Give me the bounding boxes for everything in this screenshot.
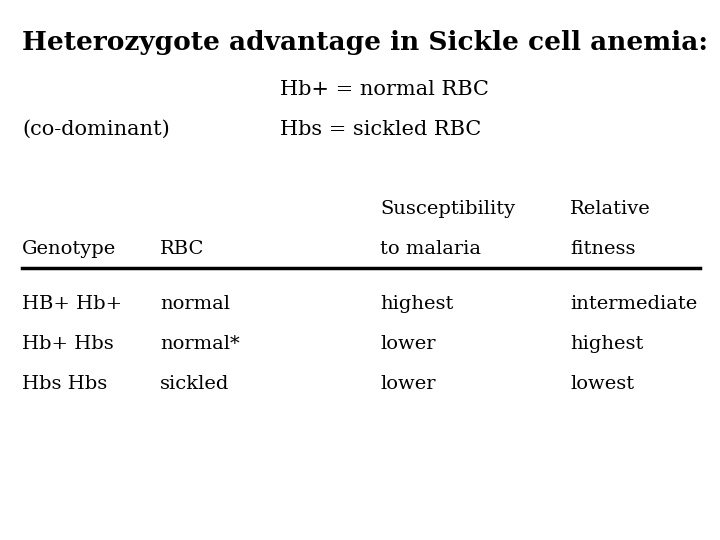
- Text: Hb+ Hbs: Hb+ Hbs: [22, 335, 114, 353]
- Text: Genotype: Genotype: [22, 240, 116, 258]
- Text: Relative: Relative: [570, 200, 651, 218]
- Text: Heterozygote advantage in Sickle cell anemia:: Heterozygote advantage in Sickle cell an…: [22, 30, 708, 55]
- Text: highest: highest: [570, 335, 644, 353]
- Text: Hb+ = normal RBC: Hb+ = normal RBC: [280, 80, 489, 99]
- Text: normal*: normal*: [160, 335, 240, 353]
- Text: to malaria: to malaria: [380, 240, 481, 258]
- Text: sickled: sickled: [160, 375, 230, 393]
- Text: lower: lower: [380, 375, 436, 393]
- Text: Hbs Hbs: Hbs Hbs: [22, 375, 107, 393]
- Text: Susceptibility: Susceptibility: [380, 200, 515, 218]
- Text: (co-dominant): (co-dominant): [22, 120, 170, 139]
- Text: lowest: lowest: [570, 375, 634, 393]
- Text: Hbs = sickled RBC: Hbs = sickled RBC: [280, 120, 481, 139]
- Text: RBC: RBC: [160, 240, 204, 258]
- Text: normal: normal: [160, 295, 230, 313]
- Text: lower: lower: [380, 335, 436, 353]
- Text: intermediate: intermediate: [570, 295, 697, 313]
- Text: HB+ Hb+: HB+ Hb+: [22, 295, 122, 313]
- Text: highest: highest: [380, 295, 454, 313]
- Text: fitness: fitness: [570, 240, 636, 258]
